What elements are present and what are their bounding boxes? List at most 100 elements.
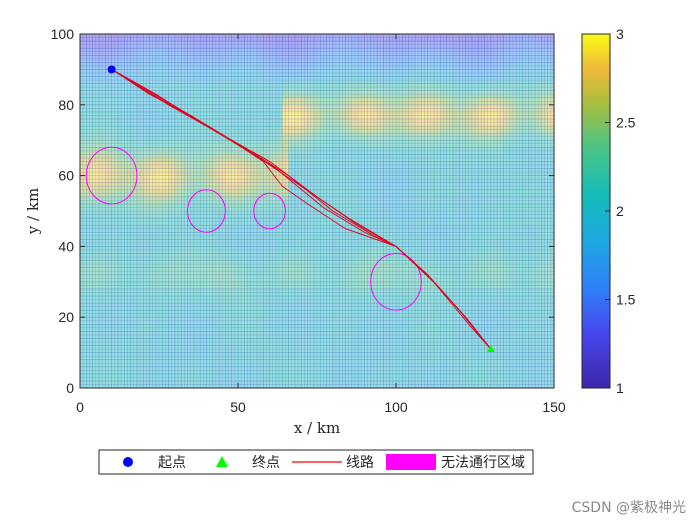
- heatmap-cell: [452, 161, 460, 169]
- heatmap-cell: [497, 76, 504, 84]
- heatmap-cell: [452, 189, 460, 198]
- heatmap-cell: [459, 168, 466, 176]
- heatmap-cell: [383, 126, 391, 134]
- heatmap-cell: [282, 97, 289, 106]
- heatmap-cell: [497, 331, 504, 339]
- heatmap-cell: [465, 310, 473, 318]
- heatmap-cell: [256, 288, 264, 297]
- heatmap-cell: [149, 345, 157, 353]
- heatmap-cell: [294, 303, 302, 311]
- heatmap-cell: [414, 55, 422, 63]
- heatmap-cell: [117, 281, 125, 290]
- heatmap-cell: [282, 267, 289, 276]
- heatmap-cell: [238, 288, 245, 297]
- heatmap-cell: [402, 97, 410, 106]
- watermark: CSDN @紫极神光: [572, 500, 686, 516]
- heatmap-cell: [174, 281, 182, 290]
- heatmap-cell: [528, 295, 536, 304]
- heatmap-cell: [250, 239, 258, 247]
- heatmap-cell: [92, 104, 100, 113]
- heatmap-cell: [465, 303, 473, 311]
- heatmap-cell: [509, 97, 517, 106]
- heatmap-cell: [478, 359, 485, 368]
- heatmap-cell: [244, 303, 252, 311]
- heatmap-cell: [86, 69, 94, 77]
- heatmap-cell: [528, 274, 536, 283]
- heatmap-cell: [187, 274, 195, 283]
- heatmap-cell: [339, 69, 346, 77]
- heatmap-cell: [490, 345, 498, 353]
- heatmap-cell: [320, 239, 327, 247]
- heatmap-cell: [92, 196, 100, 205]
- heatmap-cell: [136, 203, 144, 212]
- heatmap-cell: [86, 133, 94, 141]
- x-tick-label: 50: [230, 399, 246, 415]
- heatmap-cell: [541, 267, 549, 276]
- heatmap-cell: [389, 260, 397, 269]
- heatmap-cell: [136, 196, 144, 205]
- heatmap-cell: [301, 104, 308, 113]
- heatmap-cell: [98, 140, 106, 148]
- heatmap-cell: [256, 69, 264, 77]
- heatmap-cell: [383, 345, 391, 353]
- heatmap-cell: [459, 324, 466, 332]
- heatmap-cell: [326, 161, 334, 169]
- heatmap-cell: [124, 331, 131, 339]
- heatmap-cell: [187, 90, 195, 99]
- heatmap-cell: [212, 281, 220, 290]
- heatmap-cell: [130, 303, 138, 311]
- heatmap-cell: [282, 373, 289, 382]
- heatmap-cell: [497, 239, 504, 247]
- heatmap-cell: [225, 373, 233, 382]
- heatmap-cell: [509, 168, 517, 176]
- heatmap-cell: [339, 366, 346, 375]
- heatmap-cell: [377, 133, 384, 141]
- heatmap-cell: [250, 140, 258, 148]
- heatmap-cell: [275, 48, 283, 56]
- heatmap-cell: [294, 324, 302, 332]
- heatmap-cell: [503, 83, 511, 92]
- heatmap-cell: [244, 182, 252, 191]
- heatmap-cell: [149, 211, 157, 219]
- heatmap-cell: [136, 366, 144, 375]
- heatmap-cell: [535, 168, 542, 176]
- heatmap-cell: [193, 133, 201, 141]
- heatmap-cell: [528, 317, 536, 325]
- heatmap-cell: [86, 62, 94, 70]
- heatmap-cell: [414, 69, 422, 77]
- heatmap-cell: [490, 182, 498, 191]
- heatmap-cell: [509, 203, 517, 212]
- heatmap-cell: [465, 147, 473, 155]
- heatmap-cell: [200, 34, 207, 42]
- heatmap-cell: [92, 295, 100, 304]
- heatmap-cell: [471, 196, 479, 205]
- heatmap-cell: [238, 352, 245, 361]
- heatmap-cell: [383, 189, 391, 198]
- heatmap-cell: [414, 288, 422, 297]
- heatmap-cell: [124, 345, 131, 353]
- heatmap-cell: [446, 90, 454, 99]
- heatmap-cell: [389, 111, 397, 120]
- heatmap-cell: [402, 55, 410, 63]
- heatmap-cell: [358, 140, 365, 148]
- heatmap-cell: [433, 380, 441, 388]
- heatmap-cell: [307, 225, 315, 233]
- heatmap-cell: [389, 246, 397, 254]
- heatmap-cell: [124, 232, 131, 240]
- heatmap-cell: [275, 366, 283, 375]
- heatmap-cell: [105, 90, 112, 99]
- heatmap-cell: [294, 253, 302, 261]
- heatmap-cell: [427, 317, 435, 325]
- heatmap-cell: [162, 83, 169, 92]
- heatmap-cell: [250, 288, 258, 297]
- heatmap-cell: [282, 154, 289, 162]
- heatmap-cell: [200, 62, 207, 70]
- heatmap-cell: [313, 211, 321, 219]
- heatmap-cell: [396, 126, 403, 134]
- heatmap-cell: [313, 48, 321, 56]
- heatmap-cell: [130, 288, 138, 297]
- heatmap-cell: [452, 331, 460, 339]
- heatmap-cell: [117, 168, 125, 176]
- heatmap-cell: [471, 317, 479, 325]
- heatmap-cell: [288, 380, 296, 388]
